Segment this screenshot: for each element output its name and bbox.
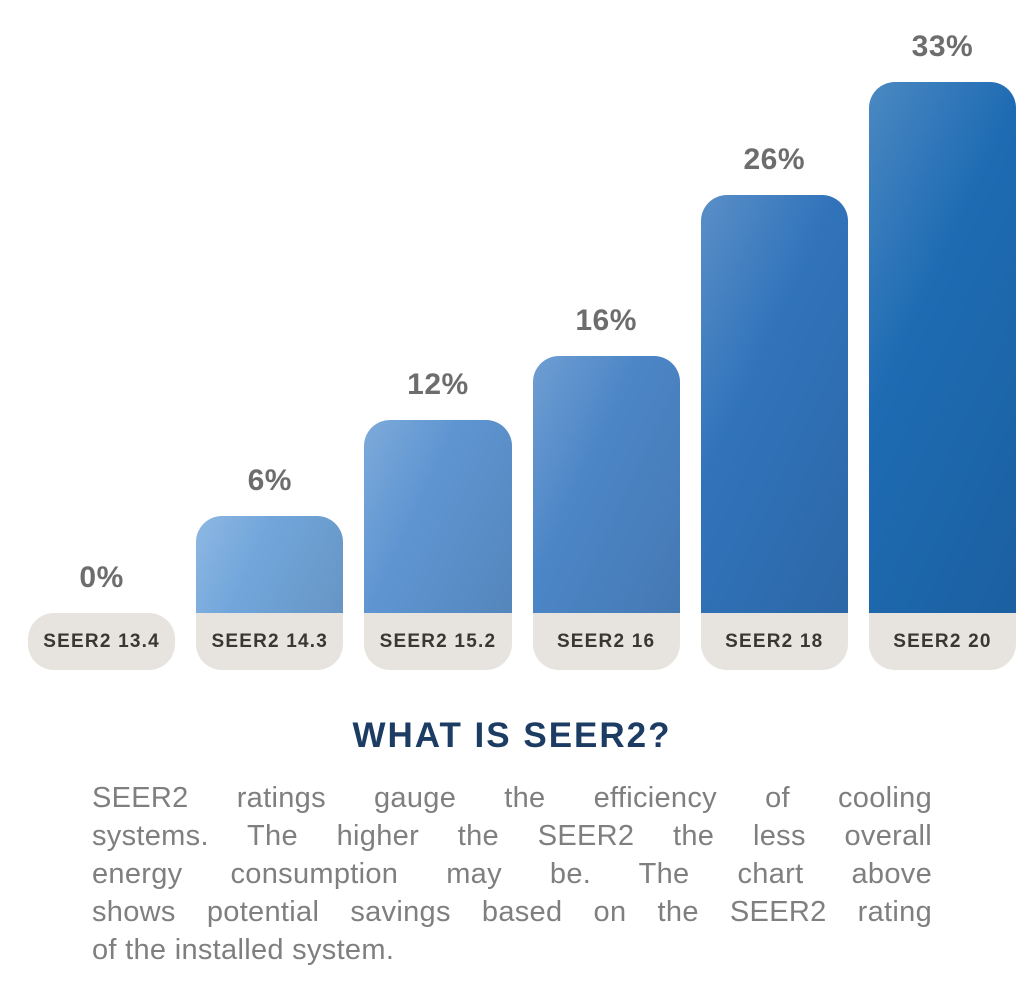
chart-column: 6% SEER2 14.3: [196, 464, 344, 670]
category-pill: SEER2 14.3: [196, 613, 344, 670]
chart-column: 33% SEER2 20: [868, 30, 1017, 670]
savings-bar: [868, 82, 1017, 613]
chart-column: 0% SEER2 13.4: [28, 561, 176, 670]
description-line: of the installed system.: [92, 934, 395, 966]
category-pill: SEER2 18: [700, 613, 848, 670]
category-pill: SEER2 20: [868, 613, 1017, 670]
savings-bar-chart: 0% SEER2 13.4 6% SEER2 14.3 12% SEER2 15.2 16%…: [28, 30, 1017, 670]
chart-column: 26% SEER2 18: [700, 143, 848, 670]
value-label: 6%: [247, 464, 292, 497]
category-pill: SEER2 15.2: [364, 613, 512, 670]
value-label: 26%: [743, 143, 806, 176]
description-line: systems. The higher the SEER2 the less o…: [92, 820, 932, 852]
category-pill: SEER2 13.4: [28, 613, 176, 670]
savings-bar: [364, 420, 512, 613]
value-label: 12%: [407, 368, 469, 401]
category-pill: SEER2 16: [532, 613, 680, 670]
description-line: shows potential savings based on the SEE…: [92, 896, 932, 928]
savings-bar: [700, 195, 848, 613]
value-label: 16%: [575, 304, 637, 337]
value-label: 33%: [911, 30, 974, 63]
value-label: 0%: [79, 561, 124, 594]
chart-column: 16% SEER2 16: [532, 304, 680, 670]
description-line: energy consumption may be. The chart abo…: [92, 858, 932, 890]
page-title: WHAT IS SEER2?: [352, 716, 672, 755]
savings-bar: [196, 516, 344, 613]
savings-bar: [532, 356, 680, 613]
description: SEER2 ratings gauge the efficiency of co…: [92, 779, 932, 969]
description-line: SEER2 ratings gauge the efficiency of co…: [92, 782, 932, 814]
chart-column: 12% SEER2 15.2: [364, 368, 512, 670]
